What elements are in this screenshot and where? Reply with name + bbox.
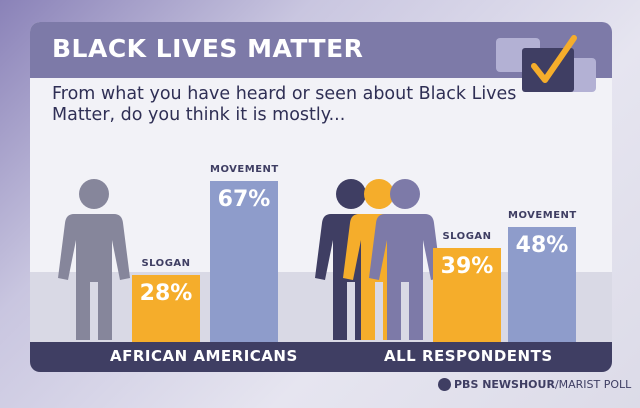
group-label-african-americans: AFRICAN AMERICANS [110,347,298,365]
source-brand: PBS NEWSHOUR [454,378,555,391]
infographic-card: BLACK LIVES MATTER From what you have he… [30,22,612,372]
bar-value-slogan-african-americans: 28% [139,280,193,306]
source-partner: /MARIST POLL [554,378,632,391]
bar-movement-all-respondents: 48% [508,226,576,342]
bar-value-movement-all-respondents: 48% [515,232,569,258]
checkmark-icon [496,35,596,92]
group-label-bar: AFRICAN AMERICANS ALL RESPONDENTS [30,342,612,372]
group-label-all-respondents: ALL RESPONDENTS [384,347,553,365]
bar-slogan-african-americans: 28% [132,274,200,342]
source-credit: PBS NEWSHOUR/MARIST POLL [438,378,631,391]
category-label-slogan-african-americans: SLOGAN [141,257,191,269]
person-icon [58,179,130,340]
bar-value-slogan-all-respondents: 39% [440,254,494,280]
category-label-movement-all-respondents: MOVEMENT [508,209,577,221]
survey-question: From what you have heard or seen about B… [52,84,517,125]
bar-slogan-all-respondents: 39% [433,248,501,342]
pbs-logo-icon [438,378,451,391]
category-label-movement-african-americans: MOVEMENT [210,164,279,176]
group-of-people-icon [315,179,441,340]
bar-movement-african-americans: 67% [210,181,278,342]
chart-title: BLACK LIVES MATTER [52,34,364,63]
category-label-slogan-all-respondents: SLOGAN [442,231,492,243]
bar-value-movement-african-americans: 67% [217,187,271,213]
